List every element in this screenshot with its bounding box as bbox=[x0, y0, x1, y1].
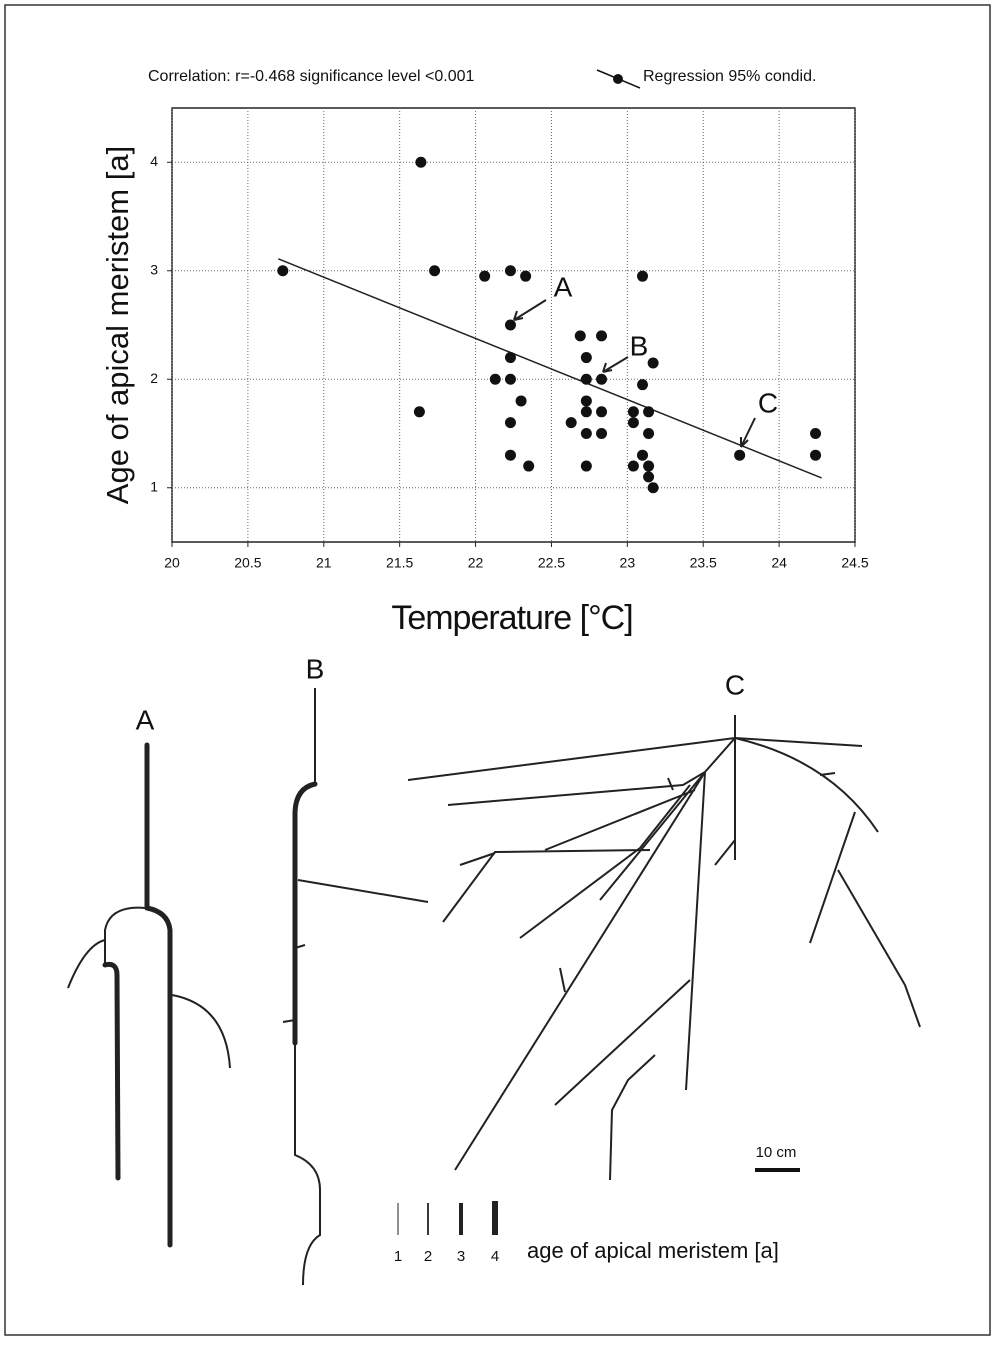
data-point bbox=[643, 471, 655, 483]
data-point bbox=[580, 352, 592, 364]
arrow bbox=[513, 299, 547, 321]
data-point bbox=[565, 417, 577, 429]
legend-tick: 2 bbox=[424, 1248, 432, 1265]
data-point bbox=[580, 428, 592, 439]
data-point bbox=[596, 373, 608, 385]
arrow bbox=[740, 417, 756, 448]
x-axis-title: Temperature [°C] bbox=[391, 599, 632, 637]
point-label: C bbox=[758, 387, 778, 418]
frame bbox=[4, 4, 991, 1336]
data-point bbox=[627, 406, 639, 418]
data-point bbox=[479, 270, 491, 282]
plant-label: C bbox=[725, 669, 745, 700]
data-point bbox=[627, 460, 639, 472]
x-tick-label: 24 bbox=[771, 555, 787, 571]
data-point bbox=[504, 352, 516, 364]
y-tick-label: 1 bbox=[150, 478, 158, 494]
data-point bbox=[580, 406, 592, 418]
data-point bbox=[580, 395, 592, 407]
data-point bbox=[596, 330, 608, 342]
legend-tick: 3 bbox=[457, 1248, 465, 1265]
x-tick-label: 21 bbox=[316, 555, 332, 571]
x-tick-label: 21.5 bbox=[386, 555, 413, 571]
x-tick-label: 20 bbox=[164, 555, 180, 571]
legend-tick: 4 bbox=[491, 1248, 499, 1265]
data-point bbox=[643, 428, 655, 439]
regression-line bbox=[277, 258, 822, 479]
data-point bbox=[504, 449, 516, 461]
data-point bbox=[504, 417, 516, 429]
point-label: A bbox=[554, 271, 573, 302]
y-tick-label: 3 bbox=[150, 261, 158, 277]
x-tick-label: 24.5 bbox=[841, 555, 868, 571]
data-point bbox=[643, 460, 655, 472]
plant-label: B bbox=[306, 653, 325, 684]
plant-label: A bbox=[136, 704, 155, 735]
data-point bbox=[580, 460, 592, 472]
y-axis-title: Age of apical meristem [a] bbox=[100, 146, 135, 504]
point-label: B bbox=[630, 330, 649, 361]
legend-tick: 1 bbox=[394, 1248, 402, 1265]
plant-c bbox=[407, 715, 921, 1181]
data-point bbox=[643, 406, 655, 418]
data-point bbox=[429, 265, 441, 277]
data-point bbox=[596, 406, 608, 418]
data-point bbox=[810, 428, 822, 439]
data-point bbox=[523, 460, 535, 472]
x-tick-label: 22.5 bbox=[538, 555, 565, 571]
data-point bbox=[647, 357, 659, 369]
data-point bbox=[596, 428, 608, 439]
scale-label: 10 cm bbox=[756, 1144, 797, 1161]
x-tick-label: 22 bbox=[468, 555, 484, 571]
x-tick-label: 23 bbox=[620, 555, 636, 571]
data-point bbox=[580, 373, 592, 385]
plant-a bbox=[67, 742, 231, 1248]
data-point bbox=[489, 373, 501, 385]
data-point bbox=[413, 406, 425, 418]
data-point bbox=[277, 265, 289, 277]
thickness-legend bbox=[397, 1201, 498, 1235]
data-point bbox=[520, 270, 532, 282]
data-point bbox=[647, 482, 659, 494]
legend-marker bbox=[613, 74, 623, 84]
x-tick-label: 20.5 bbox=[234, 555, 261, 571]
plant-b bbox=[282, 688, 429, 1286]
data-point bbox=[627, 417, 639, 429]
arrow bbox=[602, 356, 629, 373]
data-point bbox=[504, 265, 516, 277]
data-point bbox=[637, 449, 649, 461]
annotation: Correlation: r=-0.468 significance level… bbox=[148, 68, 475, 85]
y-tick-label: 4 bbox=[150, 153, 158, 169]
legend-entry: Regression 95% condid. bbox=[643, 68, 816, 85]
data-point bbox=[637, 379, 649, 391]
data-point bbox=[515, 395, 527, 407]
data-point bbox=[504, 319, 516, 331]
data-point bbox=[574, 330, 586, 342]
data-point bbox=[637, 270, 649, 282]
x-tick-label: 23.5 bbox=[690, 555, 717, 571]
y-tick-label: 2 bbox=[150, 370, 158, 386]
data-point bbox=[415, 156, 427, 168]
data-point bbox=[810, 449, 822, 461]
legend-title: age of apical meristem [a] bbox=[527, 1238, 779, 1263]
data-point bbox=[504, 373, 516, 385]
data-point bbox=[734, 449, 746, 461]
